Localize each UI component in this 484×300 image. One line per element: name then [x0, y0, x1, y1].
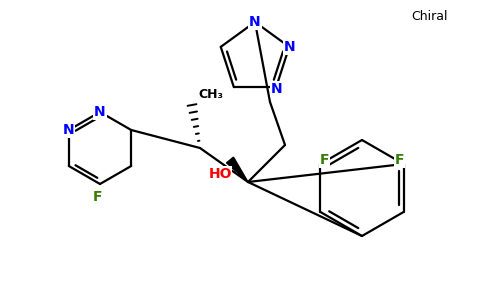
Text: N: N: [249, 15, 261, 29]
Polygon shape: [227, 157, 248, 182]
Text: N: N: [284, 40, 295, 54]
Text: N: N: [271, 82, 282, 96]
Text: N: N: [94, 105, 106, 119]
Text: CH₃: CH₃: [198, 88, 223, 101]
Text: F: F: [319, 153, 329, 167]
Text: HO: HO: [208, 167, 232, 181]
Text: Chiral: Chiral: [412, 11, 448, 23]
Text: F: F: [93, 190, 103, 204]
Text: F: F: [395, 153, 404, 167]
Text: N: N: [63, 123, 75, 137]
